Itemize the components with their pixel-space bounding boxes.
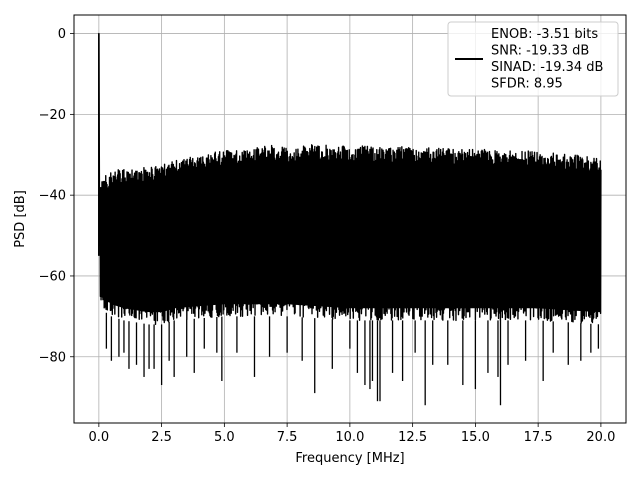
y-tick-label: 0 [58, 27, 66, 42]
data-series [98, 32, 602, 406]
y-tick-label: −20 [39, 108, 66, 123]
x-tick-label: 17.5 [524, 430, 553, 445]
x-tick-label: 7.5 [277, 430, 298, 445]
legend-entry-snr: SNR: -19.33 dB [491, 44, 589, 59]
y-tick-label: −60 [39, 269, 66, 284]
x-tick-label: 12.5 [398, 430, 427, 445]
x-tick-label: 2.5 [151, 430, 172, 445]
psd-dense-band [100, 164, 601, 313]
legend-entry-enob: ENOB: -3.51 bits [491, 27, 598, 42]
legend-entry-sinad: SINAD: -19.34 dB [491, 60, 603, 75]
axis-ticks: 0.0 2.5 5.0 7.5 10.0 12.5 15.0 17.5 20.0 0 −20 −40 −… [39, 27, 616, 445]
x-axis-label: Frequency [MHz] [295, 451, 404, 466]
x-tick-label: 10.0 [335, 430, 364, 445]
x-tick-label: 5.0 [214, 430, 235, 445]
x-tick-label: 0.0 [89, 430, 110, 445]
legend-entry-sfdr: SFDR: 8.95 [491, 77, 563, 92]
legend-box [447, 21, 619, 97]
legend: ENOB: -3.51 bits SNR: -19.33 dB SINAD: -… [447, 21, 619, 97]
y-tick-label: −80 [39, 350, 66, 365]
x-tick-label: 15.0 [461, 430, 490, 445]
y-axis-label: PSD [dB] [13, 190, 28, 248]
x-tick-label: 20.0 [586, 430, 615, 445]
y-tick-label: −40 [39, 189, 66, 204]
